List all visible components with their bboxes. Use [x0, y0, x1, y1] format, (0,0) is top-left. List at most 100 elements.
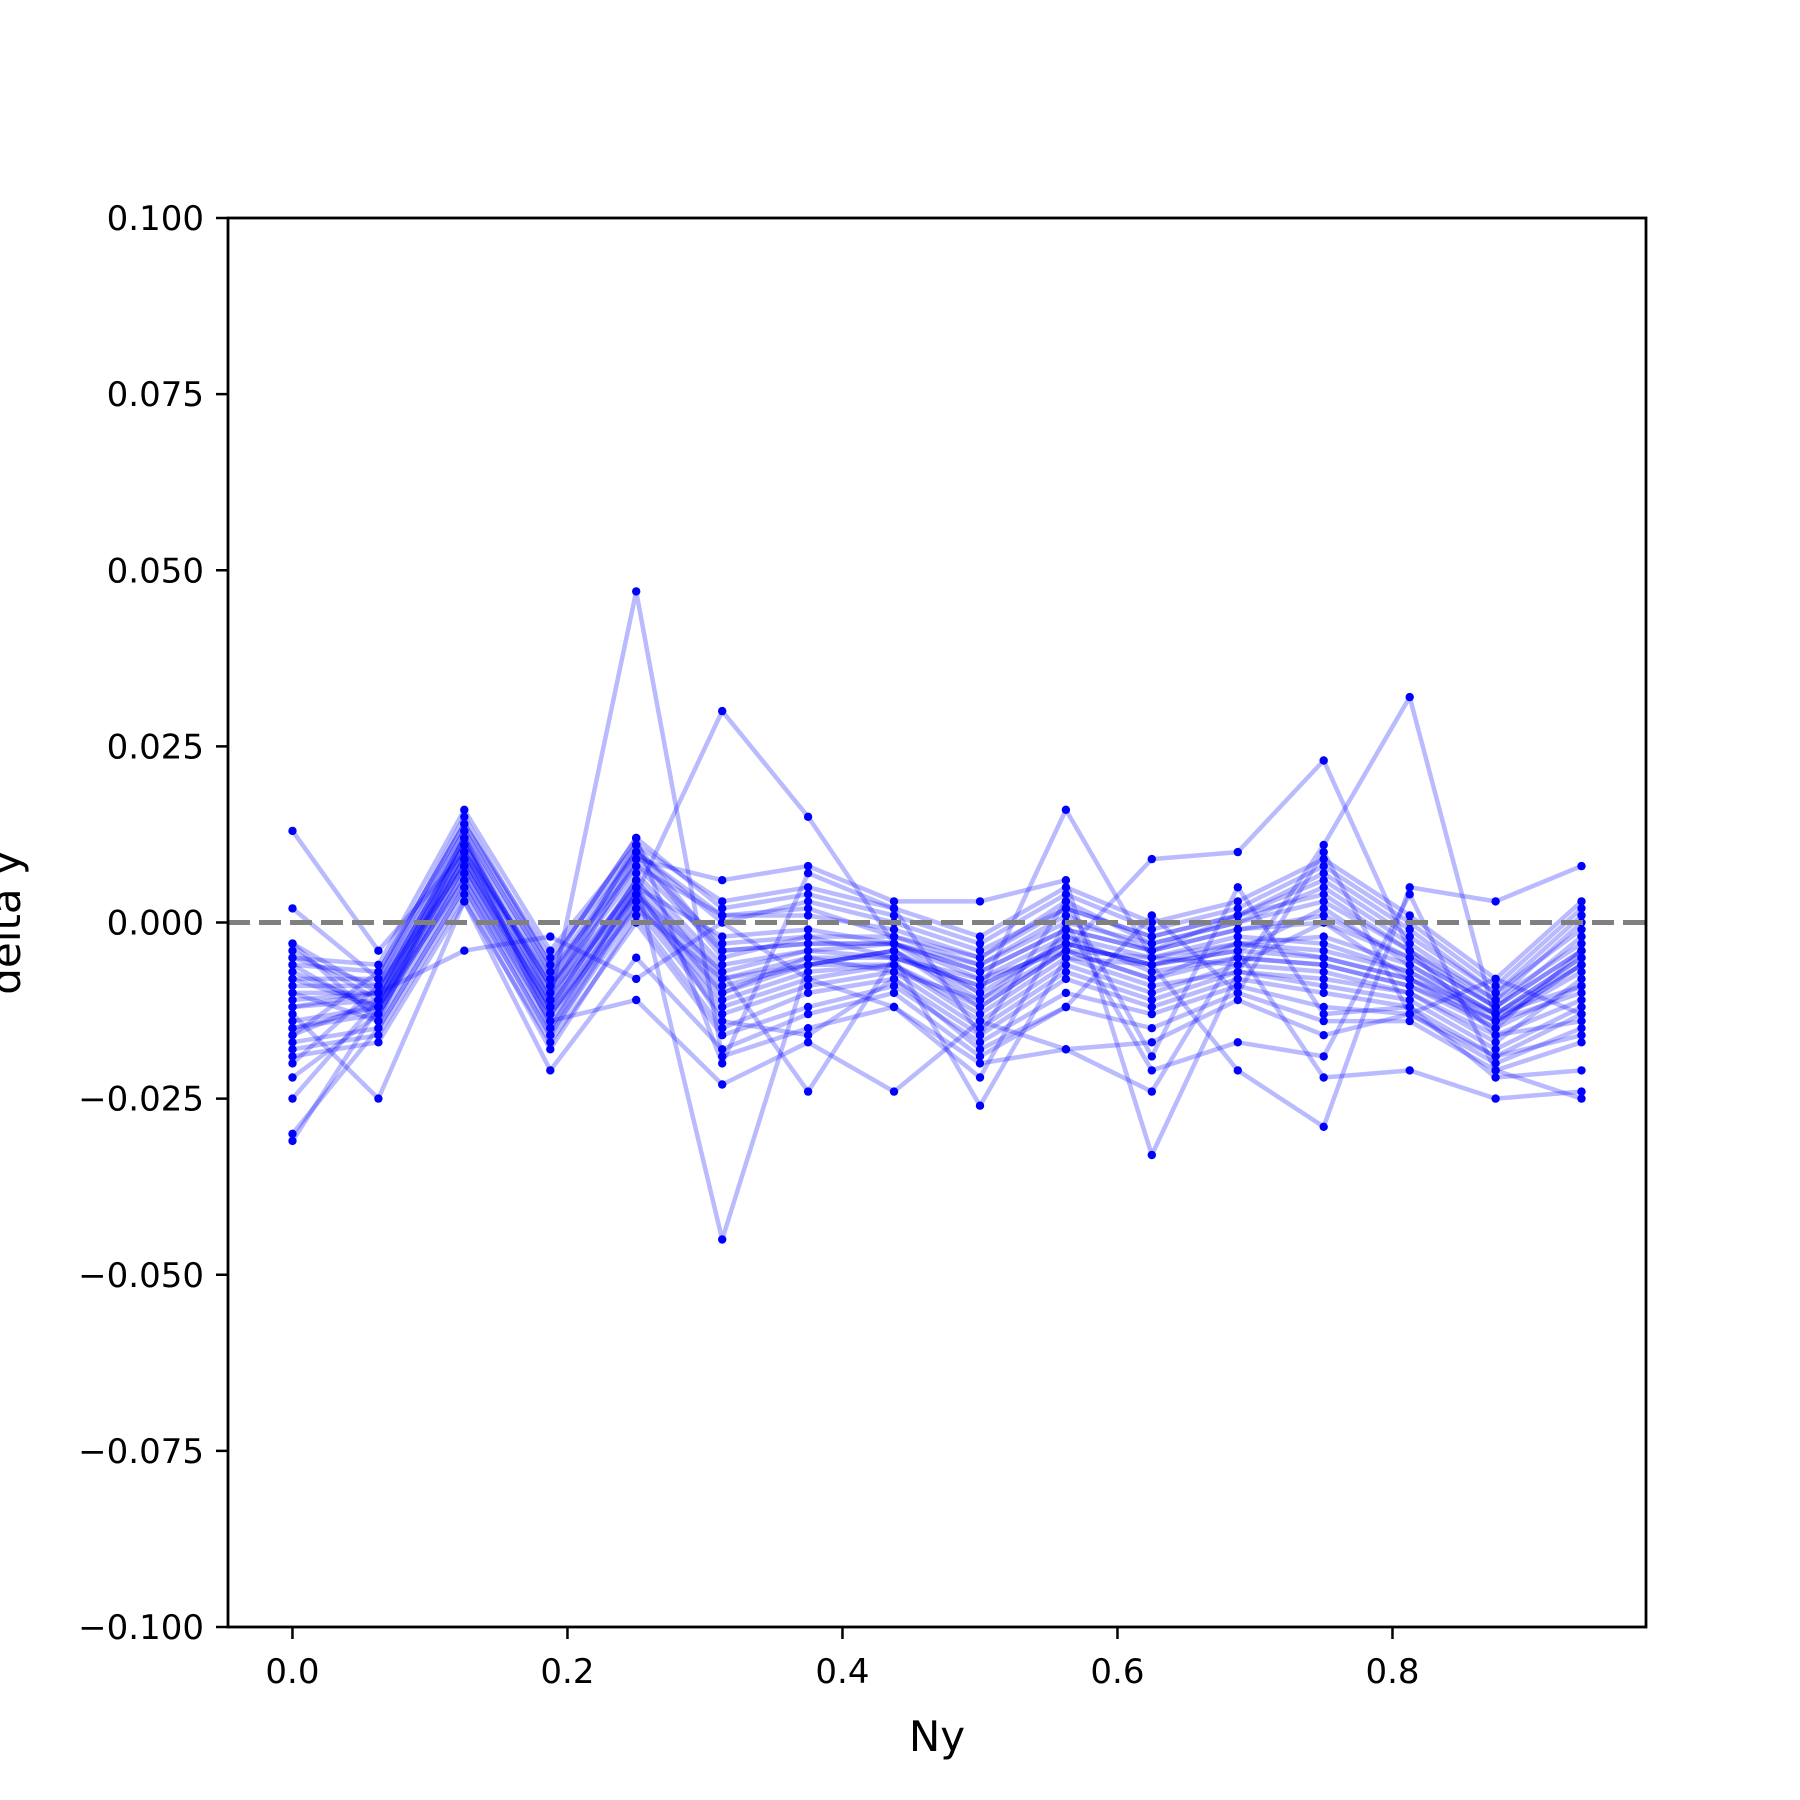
data-point — [718, 1002, 727, 1012]
data-point — [1319, 974, 1328, 984]
data-point — [1319, 854, 1328, 864]
data-point — [718, 876, 727, 885]
data-point — [1147, 1009, 1157, 1019]
data-point — [975, 1002, 985, 1012]
data-point — [1233, 904, 1243, 913]
data-point — [889, 960, 899, 969]
data-point — [1491, 1094, 1500, 1103]
data-point — [1405, 967, 1414, 976]
data-point — [1319, 988, 1328, 998]
data-point — [546, 1038, 555, 1047]
data-point — [889, 946, 899, 955]
data-point — [1319, 861, 1328, 871]
data-point — [889, 925, 899, 934]
data-point — [718, 960, 727, 969]
data-point — [1147, 939, 1157, 948]
y-axis-ticks: 0.100 0.075 0.050 0.025 0.000 −0.025 −0.050 −0.… — [78, 199, 228, 1648]
data-point — [803, 883, 813, 892]
data-point — [1405, 953, 1414, 962]
data-point — [975, 932, 985, 941]
series-line-8 — [291, 821, 1584, 1038]
series-line-28 — [292, 864, 1583, 1130]
data-point — [1319, 939, 1328, 948]
data-point — [546, 1016, 555, 1026]
data-point — [1405, 988, 1414, 998]
data-point — [288, 1059, 297, 1068]
data-point — [1577, 981, 1586, 991]
data-point — [632, 904, 641, 913]
data-point — [1405, 974, 1414, 984]
series-line-19 — [292, 842, 1583, 1010]
data-point — [1491, 995, 1500, 1005]
data-point — [803, 981, 813, 991]
data-point — [1577, 897, 1586, 906]
data-point — [1061, 925, 1071, 934]
data-point — [1405, 883, 1414, 892]
series-line-1 — [290, 829, 1583, 1017]
data-point — [1319, 1002, 1328, 1012]
data-point — [288, 946, 297, 955]
data-point — [1061, 904, 1071, 913]
data-point — [803, 1087, 813, 1096]
data-point — [288, 1009, 297, 1019]
data-point — [1491, 897, 1500, 906]
data-point — [975, 1016, 985, 1026]
data-point — [1319, 756, 1328, 765]
data-point — [889, 1087, 899, 1096]
data-point — [1147, 988, 1157, 998]
data-point — [1147, 953, 1157, 962]
data-point — [718, 967, 727, 976]
x-tick-label: 0.6 — [1090, 1652, 1144, 1692]
data-point — [632, 876, 641, 885]
data-point — [1061, 946, 1071, 955]
data-point — [1491, 1038, 1500, 1047]
data-point — [718, 932, 727, 941]
data-point — [975, 960, 985, 969]
data-point — [288, 1052, 297, 1061]
series-line-7 — [292, 892, 1583, 1059]
data-point — [288, 1129, 297, 1139]
data-point — [546, 995, 555, 1005]
data-point — [803, 988, 813, 998]
data-point — [1319, 904, 1328, 913]
data-point — [803, 904, 813, 913]
data-point — [632, 587, 641, 596]
data-point — [718, 897, 727, 906]
data-point — [718, 988, 727, 998]
series-line-29 — [291, 877, 1582, 1101]
data-point — [288, 988, 297, 998]
data-point — [1233, 953, 1243, 962]
data-point — [374, 1038, 383, 1047]
data-point — [632, 890, 641, 899]
series-line-9 — [291, 856, 1583, 1031]
data-point — [288, 904, 297, 913]
data-point — [1319, 869, 1328, 878]
data-point — [288, 1073, 297, 1082]
data-point — [1147, 932, 1157, 941]
data-point — [1061, 960, 1071, 969]
data-point — [1147, 1002, 1157, 1012]
data-point — [546, 1023, 555, 1033]
data-point — [803, 890, 813, 899]
data-point — [1319, 1009, 1328, 1019]
data-point — [1233, 995, 1243, 1005]
data-point — [1405, 932, 1414, 941]
series-line-22 — [292, 807, 1584, 982]
data-point — [1319, 1073, 1328, 1082]
data-point — [1577, 904, 1586, 913]
series-line-30 — [292, 892, 1583, 1101]
data-point — [546, 1031, 555, 1040]
data-point — [374, 1094, 383, 1103]
data-point — [718, 981, 727, 991]
data-point — [975, 974, 985, 984]
data-point — [1319, 1031, 1328, 1040]
data-point — [1147, 1066, 1157, 1075]
data-point — [1491, 1059, 1500, 1068]
data-point — [1233, 1066, 1243, 1075]
data-point — [288, 1016, 297, 1026]
data-point — [1061, 805, 1071, 814]
data-point — [460, 869, 469, 878]
data-point — [1061, 897, 1071, 906]
data-point — [1233, 883, 1243, 892]
series-line-10 — [292, 835, 1583, 1010]
